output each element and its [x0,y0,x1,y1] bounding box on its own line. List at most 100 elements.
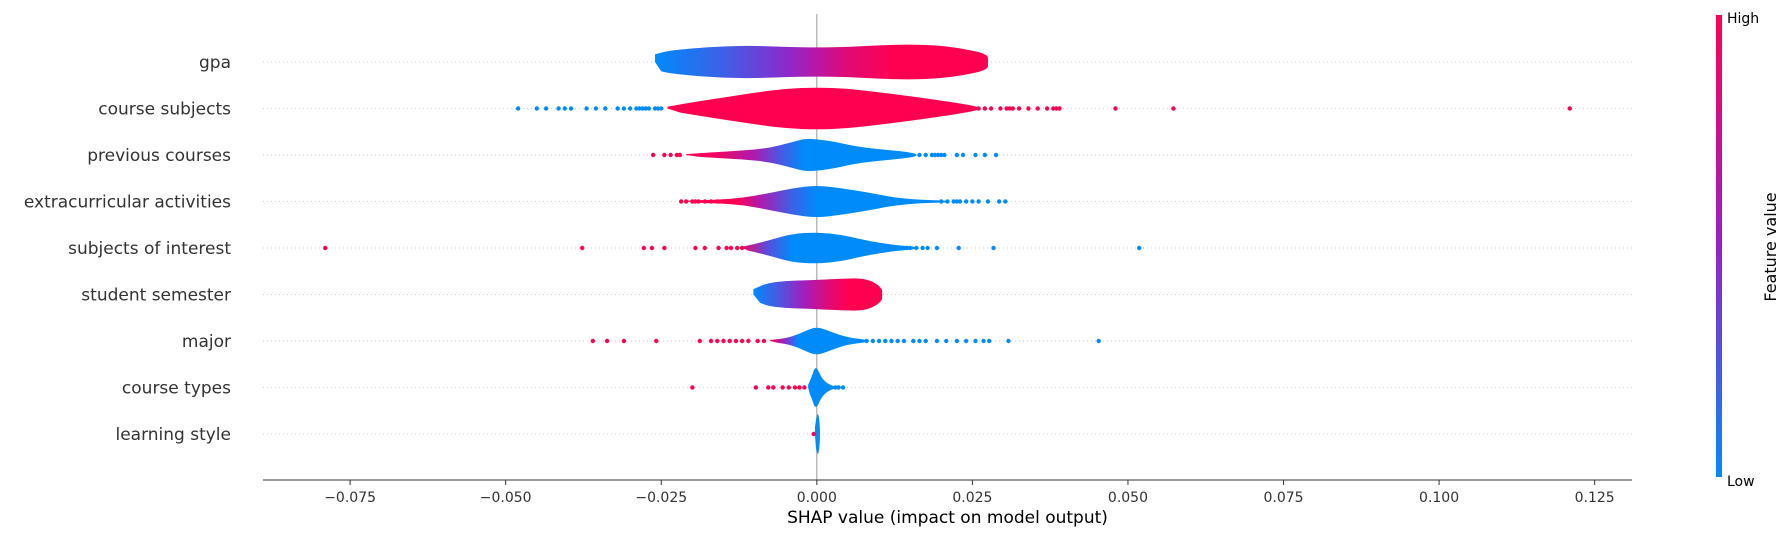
data-point [697,338,703,344]
data-point [976,106,981,111]
outlier-points [323,106,1572,437]
x-tick-label: 0.075 [1263,490,1303,506]
data-point [734,245,740,251]
data-point [951,199,956,204]
data-point [956,245,961,251]
data-point [960,152,966,158]
data-point [693,245,698,251]
violin-major [770,327,867,355]
data-point [733,199,739,204]
colorbar: High Low Feature value [1716,11,1780,490]
violin-previous-courses [686,138,917,172]
data-point [996,199,1002,204]
data-point [652,106,658,111]
violins [655,44,988,454]
data-point [721,338,726,344]
data-point [604,338,610,344]
data-point [939,152,944,158]
data-point [1057,106,1062,111]
data-point [1044,106,1050,111]
data-point [562,106,568,111]
data-point [945,199,950,204]
x-tick-label: 0.050 [1108,490,1148,506]
data-point [939,199,944,204]
feature-label: major [182,332,231,352]
data-point [883,338,888,344]
data-point [753,385,759,390]
data-point [1171,106,1176,111]
data-point [870,338,876,344]
data-point [662,152,667,158]
x-tick-label: 0.125 [1575,490,1615,506]
violin-extracurricular-activities [686,185,948,218]
colorbar-title: Feature value [1761,192,1780,301]
feature-labels: gpa course subjects previous courses extrac… [24,53,231,445]
data-point [543,106,549,111]
data-point [901,338,907,344]
x-tick-label: 0.025 [952,490,992,506]
data-point [715,199,720,204]
feature-label: student semester [81,286,231,306]
data-point [998,106,1003,111]
data-point [640,106,645,111]
data-point [534,106,539,111]
data-point [621,106,627,111]
data-point [615,106,620,111]
data-point [716,245,721,251]
feature-label: previous courses [87,146,231,166]
data-point [1007,106,1012,111]
data-point [649,245,655,251]
data-point [739,338,745,344]
data-point [957,199,963,204]
violin-learning-style [814,414,820,454]
data-point [702,245,708,251]
data-point [920,245,925,251]
data-point [323,245,328,251]
violin-student-semester [753,278,883,311]
data-point [786,385,792,390]
data-point [864,338,869,344]
data-point [728,245,734,251]
data-point [811,431,816,437]
data-point [907,245,913,251]
data-point [584,106,589,111]
data-point [982,106,988,111]
data-point [944,338,949,344]
data-point [934,245,940,251]
x-tick-label: 0.000 [797,490,837,506]
data-point [724,245,729,251]
data-point [973,152,978,158]
feature-label: course subjects [98,100,231,120]
data-point [568,106,574,111]
data-point [991,245,996,251]
data-point [836,385,841,390]
violin-gpa [655,44,988,80]
feature-label: learning style [115,425,231,445]
data-point [981,338,986,344]
data-point [929,152,935,158]
violin-course-types [808,368,835,407]
data-point [708,199,714,204]
data-point [690,385,695,390]
data-point [637,106,642,111]
feature-label: subjects of interest [68,239,231,259]
data-point [973,338,978,344]
data-point [1010,106,1016,111]
data-point [1136,245,1142,251]
data-point [833,385,838,390]
data-point [876,338,882,344]
data-point [746,338,751,344]
data-point [655,106,661,111]
data-point [935,152,941,158]
data-point [1004,106,1009,111]
data-point [739,245,745,251]
violin-course-subjects [667,87,979,130]
data-point [515,106,521,111]
data-point [733,338,739,344]
data-point [621,338,627,344]
data-point [556,106,561,111]
data-point [797,385,802,390]
x-axis-title: SHAP value (impact on model output) [787,508,1108,528]
x-tick-label: −0.025 [635,490,687,506]
data-point [727,199,732,204]
